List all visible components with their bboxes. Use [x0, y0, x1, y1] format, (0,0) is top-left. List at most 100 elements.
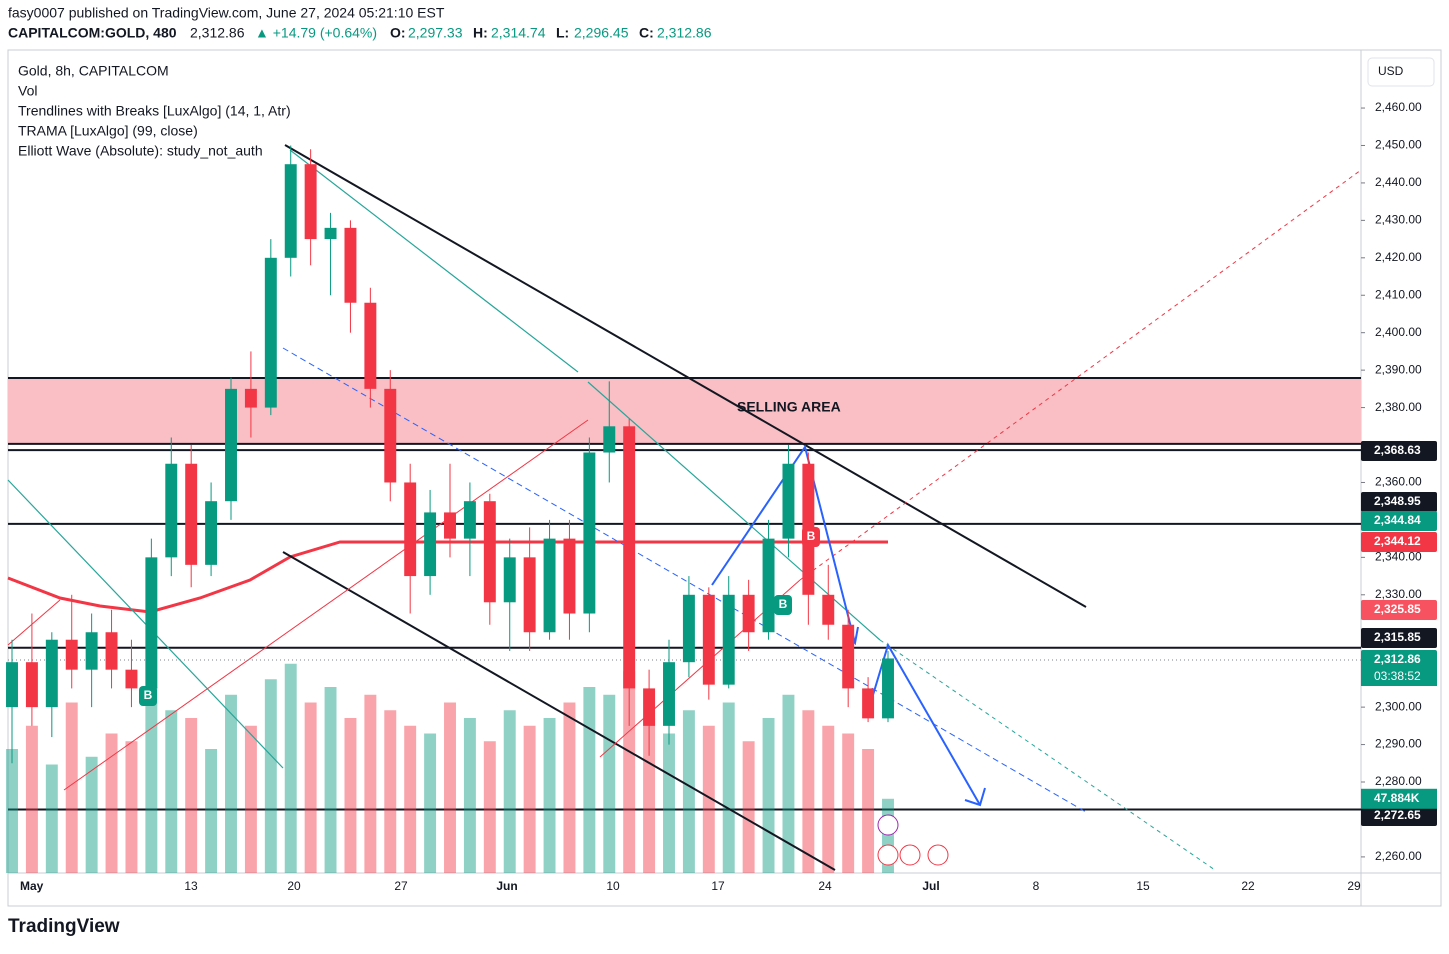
ohlc-value: 2,312.86 — [657, 25, 712, 41]
candle-body — [85, 632, 98, 670]
x-tick-label: 13 — [184, 879, 198, 893]
price-tag — [1361, 628, 1437, 648]
candle-body — [205, 501, 218, 565]
volume-bar — [344, 718, 357, 873]
price-tag — [1361, 441, 1437, 461]
x-tick-label: Jun — [496, 879, 517, 893]
event-icons — [877, 814, 949, 866]
candle-body — [364, 302, 377, 389]
x-tick-label: 17 — [711, 879, 725, 893]
x-tick-label: 22 — [1241, 879, 1255, 893]
legend-item: Gold, 8h, CAPITALCOM — [18, 63, 169, 79]
price-tag-label: 2,325.85 — [1374, 602, 1421, 616]
volume-bar — [25, 725, 38, 873]
volume-bar — [145, 687, 158, 873]
event-icon — [877, 844, 899, 866]
y-tick-label: 2,450.00 — [1375, 138, 1422, 152]
candle-body — [822, 594, 835, 625]
event-icon — [927, 844, 949, 866]
volume-bar — [722, 702, 735, 873]
trendline — [289, 149, 579, 373]
ohlc-key: L: — [556, 25, 569, 41]
volume-bar — [782, 694, 795, 873]
candle-body — [225, 388, 237, 502]
price-tag-label: 2,272.65 — [1374, 808, 1421, 822]
volume-bar — [185, 718, 198, 873]
candle-body — [424, 512, 437, 577]
legend-item: Elliott Wave (Absolute): study_not_auth — [18, 143, 263, 159]
y-tick-label: 2,460.00 — [1375, 100, 1422, 114]
x-tick-label: 8 — [1033, 879, 1040, 893]
volume-bar — [483, 741, 496, 873]
currency[interactable]: USD — [1378, 64, 1404, 78]
volume-bar — [563, 702, 576, 873]
trendline — [282, 551, 836, 871]
x-tick-label: May — [20, 879, 44, 893]
price-tag-label: 2,344.12 — [1374, 534, 1421, 548]
trendline — [63, 419, 589, 791]
signal-badge — [802, 527, 820, 547]
candle-body — [324, 227, 337, 240]
selling-area — [8, 378, 1361, 444]
y-tick-label: 2,340.00 — [1375, 550, 1422, 564]
candle-body — [45, 639, 58, 708]
volume-bar — [244, 725, 257, 873]
volume-bar — [444, 702, 456, 873]
volume-bar — [45, 764, 58, 873]
volume-bar — [603, 694, 616, 873]
ohlc-key: O: — [390, 25, 406, 41]
annotation: SELLING AREA — [737, 399, 841, 415]
candle-body — [623, 426, 636, 689]
signal-badge — [774, 595, 792, 615]
candle-body — [105, 632, 118, 670]
volume-bar — [762, 718, 775, 873]
volume-bar — [822, 725, 835, 873]
x-tick-label: 20 — [287, 879, 301, 893]
x-tick-label: 29 — [1347, 879, 1361, 893]
y-tick-label: 2,390.00 — [1375, 362, 1422, 376]
volume-bar — [384, 710, 397, 873]
candle-body — [603, 426, 616, 453]
price-tag — [1361, 532, 1437, 552]
trendline — [282, 347, 1087, 813]
volume-bar — [682, 710, 695, 873]
volume-bar — [324, 687, 337, 873]
ohlc-value: 2,296.45 — [574, 25, 629, 41]
volume-bar — [205, 749, 218, 873]
candle-body — [384, 388, 397, 483]
symbol: CAPITALCOM:GOLD, 480 — [8, 25, 177, 41]
x-tick-label: 27 — [394, 879, 408, 893]
y-tick-label: 2,420.00 — [1375, 250, 1422, 264]
event-icon — [877, 814, 899, 836]
volume-bar — [463, 718, 476, 873]
volume-bar — [663, 733, 675, 873]
ohlc-key: C: — [639, 25, 654, 41]
volume-bar — [264, 679, 277, 873]
candle-body — [264, 257, 277, 408]
legend-item: Vol — [18, 83, 37, 99]
currency-button[interactable] — [1367, 57, 1435, 87]
price-tag — [1361, 600, 1437, 620]
price-tag-label: 2,348.95 — [1374, 494, 1421, 508]
change: ▲ +14.79 (+0.64%) — [255, 25, 377, 41]
trama-line — [7, 540, 888, 614]
volume-bar — [862, 749, 875, 873]
volume-bar — [702, 725, 715, 873]
y-tick-label: 2,430.00 — [1375, 213, 1422, 227]
price-tag — [1361, 492, 1437, 512]
price-tag — [1361, 511, 1437, 531]
candle-body — [503, 557, 516, 603]
volume-bar — [165, 710, 178, 873]
candle-body — [762, 538, 775, 633]
candle-body — [304, 164, 317, 240]
candle-body — [643, 688, 656, 726]
y-tick-label: 2,400.00 — [1375, 325, 1422, 339]
y-tick-label: 2,410.00 — [1375, 287, 1422, 301]
volume-tag — [1361, 788, 1437, 809]
elliott-wave — [711, 444, 856, 644]
candle-body — [663, 662, 675, 726]
price-tag-label: 2,315.85 — [1374, 630, 1421, 644]
frame — [7, 49, 1442, 907]
y-tick-label: 2,440.00 — [1375, 175, 1422, 189]
price-tag-label: 2,344.84 — [1374, 513, 1421, 527]
